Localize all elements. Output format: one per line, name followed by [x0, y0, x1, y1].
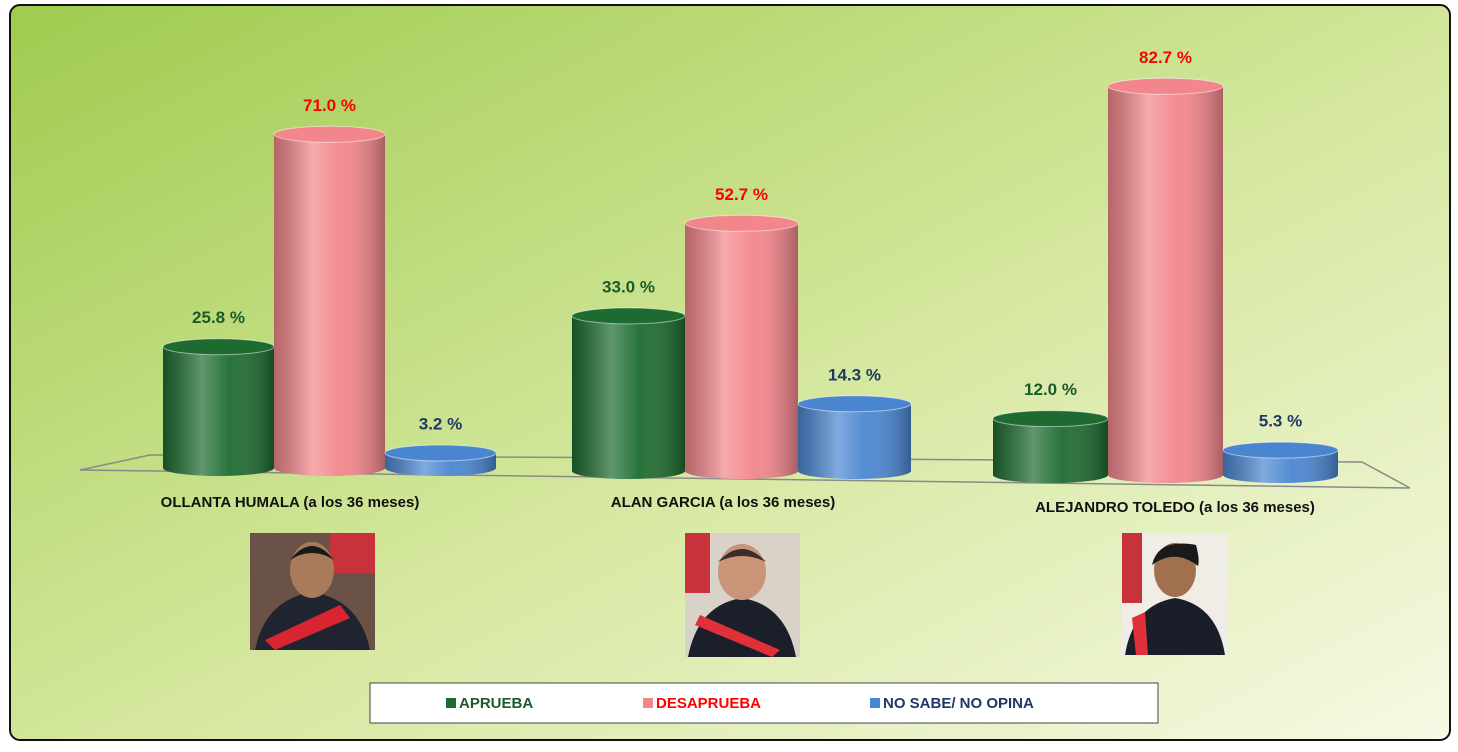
bar [685, 215, 798, 479]
value-label: 82.7 % [1139, 48, 1192, 67]
x-tick-label: ALEJANDRO TOLEDO (a los 36 meses) [1035, 499, 1315, 516]
bar-top [163, 339, 274, 355]
value-label: 5.3 % [1259, 412, 1302, 431]
x-tick-label: OLLANTA HUMALA (a los 36 meses) [161, 494, 420, 511]
legend-label: APRUEBA [459, 695, 533, 712]
value-label: 3.2 % [419, 414, 462, 433]
photo [1122, 533, 1228, 655]
bar-top [685, 215, 798, 231]
chart: OLLANTA HUMALA (a los 36 meses) 25.8 % 71.… [0, 0, 1458, 747]
legend-swatch [446, 698, 456, 708]
bar-body-shade [685, 223, 798, 471]
bar [572, 308, 685, 479]
bar-body-shade [798, 404, 911, 471]
photo [685, 533, 800, 657]
bar-body-shade [572, 316, 685, 471]
legend-label: NO SABE/ NO OPINA [883, 695, 1034, 712]
bar [385, 445, 496, 476]
bar [1108, 78, 1223, 483]
x-tick-label: ALAN GARCIA (a los 36 meses) [611, 494, 836, 511]
legend-label: DESAPRUEBA [656, 695, 761, 712]
bar-top [274, 126, 385, 142]
bar-top [1223, 442, 1338, 458]
bar [274, 126, 385, 476]
photo-flag [685, 533, 710, 593]
value-label: 71.0 % [303, 96, 356, 115]
bar-top [572, 308, 685, 324]
bar-top [798, 396, 911, 412]
value-label: 33.0 % [602, 277, 655, 296]
legend-swatch [870, 698, 880, 708]
photo [250, 533, 375, 650]
value-label: 25.8 % [192, 308, 245, 327]
photo-flag [1122, 533, 1142, 603]
legend-swatch [643, 698, 653, 708]
bar-body-shade [1108, 86, 1223, 475]
bar [993, 411, 1108, 483]
value-label: 12.0 % [1024, 380, 1077, 399]
photo-flag [330, 533, 375, 573]
bar [163, 339, 274, 476]
value-label: 52.7 % [715, 185, 768, 204]
bar-top [1108, 78, 1223, 94]
bar-body-shade [163, 347, 274, 468]
bar-body-shade [274, 134, 385, 468]
value-label: 14.3 % [828, 365, 881, 384]
bar [1223, 442, 1338, 483]
bar-top [385, 445, 496, 461]
bar-top [993, 411, 1108, 427]
bar [798, 396, 911, 479]
